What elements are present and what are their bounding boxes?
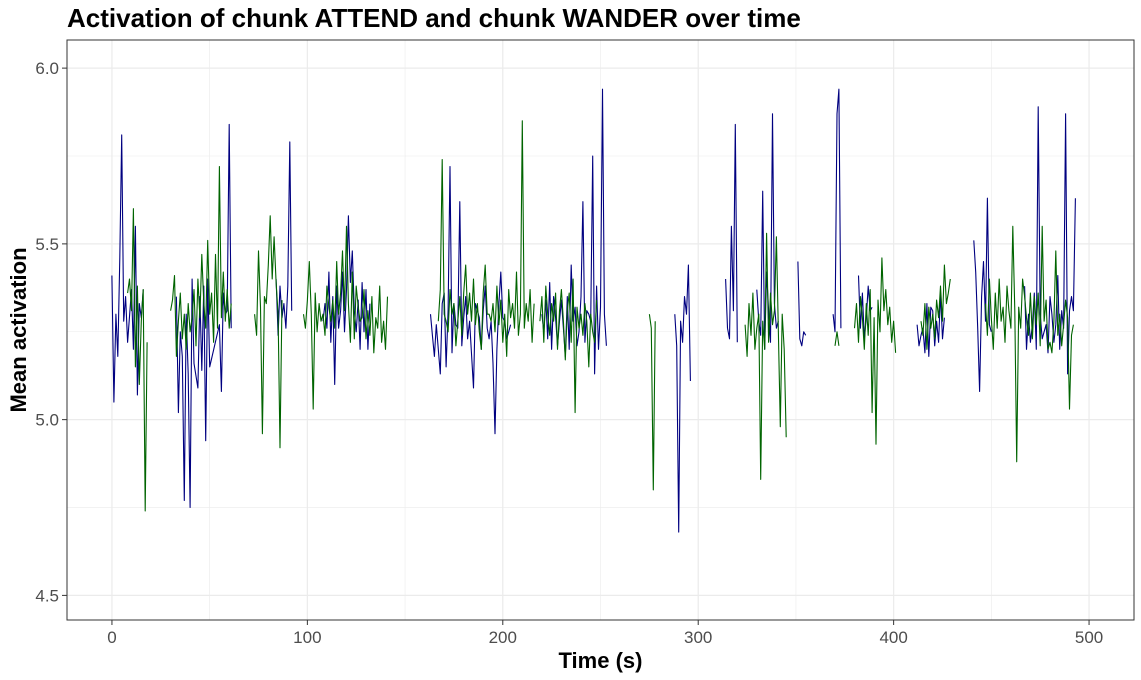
x-tick-label: 300 bbox=[684, 628, 712, 647]
y-tick-label: 6.0 bbox=[35, 59, 59, 78]
series-attend-segment bbox=[429, 165, 512, 435]
x-tick-label: 100 bbox=[293, 628, 321, 647]
y-tick-label: 5.5 bbox=[35, 235, 59, 254]
series-wander-segment bbox=[744, 232, 787, 480]
series-attend-segment bbox=[832, 88, 842, 333]
series-wander-segment bbox=[437, 120, 535, 357]
y-axis-title: Mean activation bbox=[6, 247, 31, 412]
series-attend-segment bbox=[725, 123, 738, 343]
series-attend-segment bbox=[797, 261, 807, 347]
series-attend-segment bbox=[916, 292, 945, 357]
series-wander-segment bbox=[853, 257, 897, 445]
y-tick-label: 5.0 bbox=[35, 411, 59, 430]
series-wander-segment bbox=[254, 215, 283, 449]
x-tick-label: 200 bbox=[489, 628, 517, 647]
axes: 0 100 200 300 400 500 4.5 5.0 5.5 6.0 bbox=[35, 59, 1103, 647]
series-attend-segment bbox=[175, 123, 232, 509]
series-wander-segment bbox=[834, 331, 840, 346]
x-axis-title: Time (s) bbox=[559, 648, 643, 673]
series-attend-segment bbox=[973, 197, 992, 393]
series-wander-segment bbox=[127, 208, 148, 512]
y-tick-label: 4.5 bbox=[35, 586, 59, 605]
series-wander-segment bbox=[170, 165, 232, 357]
grid-lines bbox=[67, 40, 1134, 620]
series-wander-segment bbox=[984, 225, 1074, 463]
chart-title: Activation of chunk ATTEND and chunk WAN… bbox=[67, 3, 801, 33]
series-wander-segment bbox=[539, 278, 598, 414]
series-wander bbox=[127, 120, 1074, 512]
x-tick-label: 400 bbox=[879, 628, 907, 647]
series-wander-segment bbox=[302, 225, 389, 410]
series-attend-segment bbox=[674, 264, 691, 533]
x-tick-label: 0 bbox=[107, 628, 116, 647]
x-tick-label: 500 bbox=[1075, 628, 1103, 647]
panel-border bbox=[66, 39, 1135, 621]
series-wander-segment bbox=[648, 314, 656, 491]
series-attend-segment bbox=[275, 141, 293, 336]
series-lines bbox=[111, 88, 1076, 533]
series-wander-segment bbox=[920, 264, 951, 350]
series-attend-segment bbox=[322, 215, 371, 386]
